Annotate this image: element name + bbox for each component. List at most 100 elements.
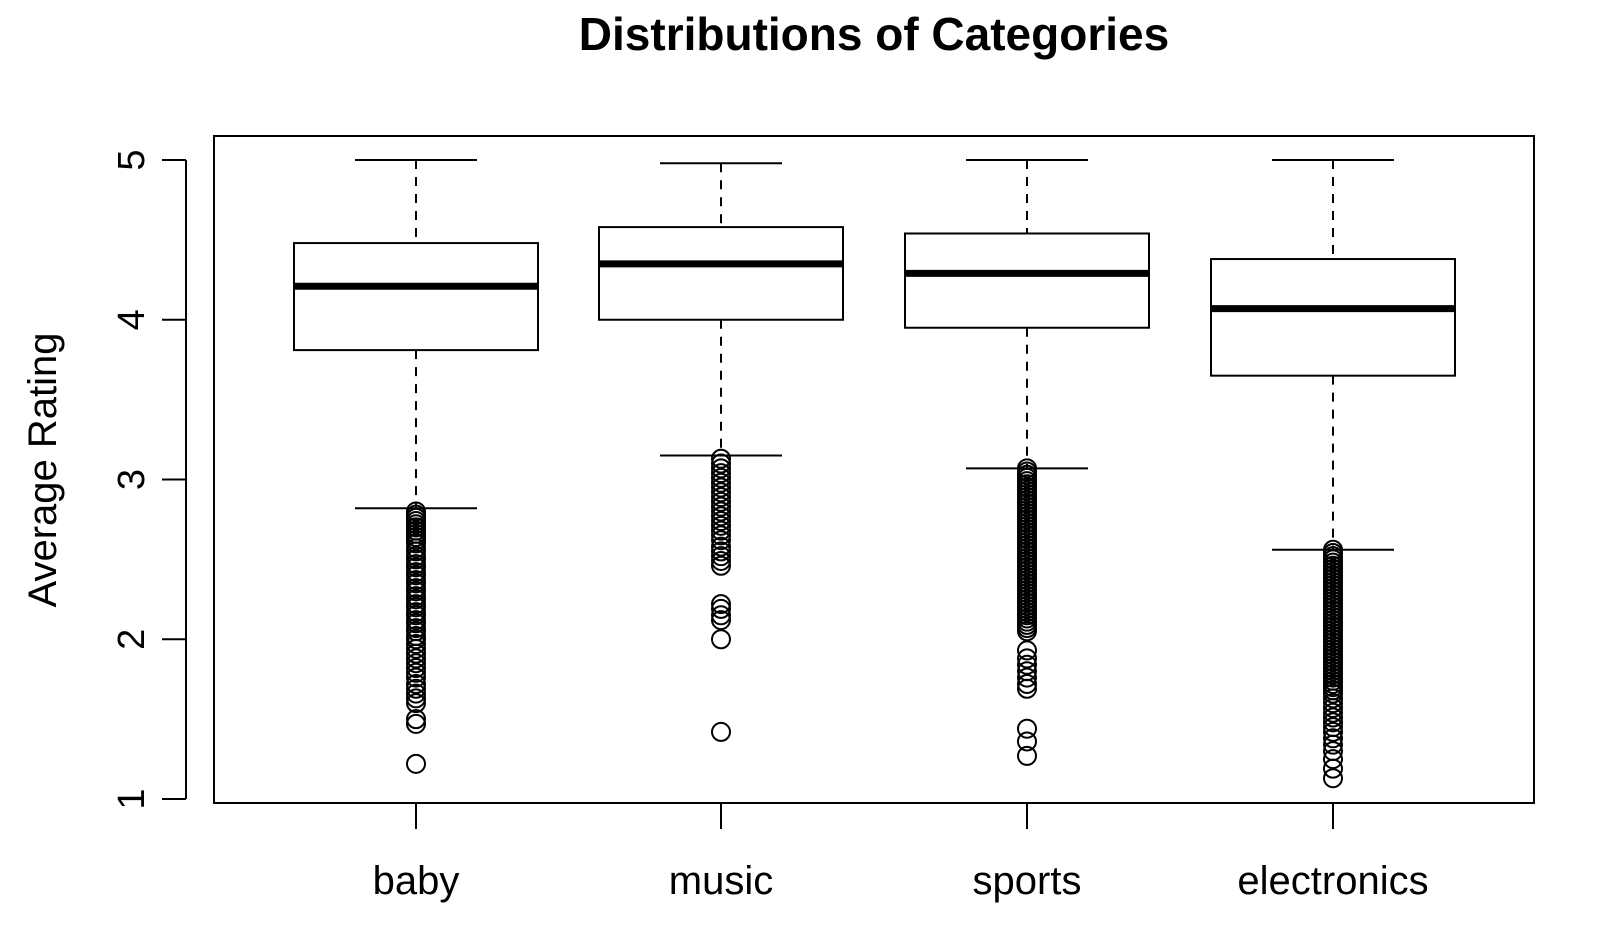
outlier-point xyxy=(406,709,426,730)
outlier-point xyxy=(406,673,426,694)
outlier-point xyxy=(406,678,426,699)
outlier-point xyxy=(406,605,426,626)
x-tick-label: sports xyxy=(973,859,1082,903)
outlier-point xyxy=(406,688,426,709)
outlier-point xyxy=(711,477,731,498)
outlier-point xyxy=(406,662,426,683)
outlier-point xyxy=(711,448,731,469)
outlier-point xyxy=(406,557,426,578)
box-series xyxy=(293,159,1456,789)
outlier-point xyxy=(406,638,426,659)
plot-area-frame xyxy=(213,135,1535,804)
iqr-box xyxy=(293,242,539,352)
chart-title: Distributions of Categories xyxy=(579,8,1169,60)
outlier-point xyxy=(711,546,731,567)
outlier-point xyxy=(406,613,426,634)
outlier-point xyxy=(1017,731,1037,752)
x-tick-label: baby xyxy=(373,859,460,903)
outlier-point xyxy=(1323,702,1343,723)
outlier-point xyxy=(406,693,426,714)
outlier-point xyxy=(1323,688,1343,709)
x-axis: baby music sports electronics xyxy=(373,803,1429,903)
outlier-point xyxy=(711,629,731,650)
outlier-point xyxy=(711,721,731,742)
outlier-point xyxy=(406,549,426,570)
outlier-point xyxy=(1323,728,1343,749)
outlier-point xyxy=(1017,667,1037,688)
outlier-point xyxy=(711,598,731,619)
outlier-point xyxy=(406,753,426,774)
outlier-point xyxy=(1323,734,1343,755)
outlier-point xyxy=(406,653,426,674)
outlier-point xyxy=(1323,758,1343,779)
outlier-point xyxy=(711,463,731,484)
outlier-point xyxy=(711,530,731,551)
outlier-point xyxy=(406,713,426,734)
outlier-point xyxy=(406,565,426,586)
outlier-point xyxy=(711,515,731,536)
outlier-point xyxy=(711,506,731,527)
outlier-point xyxy=(711,491,731,512)
outlier-point xyxy=(1323,749,1343,770)
outlier-point xyxy=(406,541,426,562)
outlier-point xyxy=(1017,673,1037,694)
outlier-point xyxy=(406,533,426,554)
outlier-point xyxy=(406,589,426,610)
iqr-box xyxy=(1210,258,1456,377)
outlier-point xyxy=(1323,693,1343,714)
outlier-point xyxy=(406,629,426,650)
outlier-point xyxy=(711,467,731,488)
box-electronics xyxy=(1210,159,1456,789)
outlier-point xyxy=(406,643,426,664)
outlier-point xyxy=(711,472,731,493)
outlier-point xyxy=(406,648,426,669)
outlier-point xyxy=(711,520,731,541)
outlier-point xyxy=(711,610,731,631)
outlier-point xyxy=(406,581,426,602)
iqr-box xyxy=(904,232,1150,329)
outlier-point xyxy=(711,555,731,576)
y-axis-label: Average Rating xyxy=(21,333,65,608)
iqr-box xyxy=(598,226,844,321)
outlier-point xyxy=(1017,678,1037,699)
box-music xyxy=(598,162,844,742)
outlier-point xyxy=(1323,712,1343,733)
outlier-point xyxy=(406,658,426,679)
outlier-point xyxy=(1323,697,1343,718)
outlier-point xyxy=(406,667,426,688)
y-tick-label: 2 xyxy=(111,629,153,650)
x-tick-label: electronics xyxy=(1237,859,1428,903)
outlier-point xyxy=(1017,745,1037,766)
outlier-point xyxy=(406,597,426,618)
outlier-point xyxy=(711,482,731,503)
outlier-point xyxy=(711,536,731,557)
y-tick-label: 5 xyxy=(111,149,153,170)
outlier-point xyxy=(711,550,731,571)
box-baby xyxy=(293,159,539,774)
outlier-point xyxy=(711,501,731,522)
outlier-point xyxy=(1323,683,1343,704)
y-tick-label: 4 xyxy=(111,309,153,330)
outlier-point xyxy=(711,605,731,626)
outlier-point xyxy=(711,496,731,517)
outlier-point xyxy=(1017,621,1037,642)
outlier-point xyxy=(1323,707,1343,728)
outlier-point xyxy=(711,525,731,546)
y-tick-label: 3 xyxy=(111,469,153,490)
outlier-point xyxy=(406,573,426,594)
box-sports xyxy=(904,159,1150,766)
outlier-point xyxy=(1017,648,1037,669)
x-tick-label: music xyxy=(669,859,773,903)
outlier-point xyxy=(1017,654,1037,675)
outlier-point xyxy=(711,511,731,532)
y-tick-label: 1 xyxy=(111,788,153,809)
outlier-point xyxy=(711,594,731,615)
outlier-point xyxy=(1323,721,1343,742)
outlier-point xyxy=(1017,640,1037,661)
outlier-point xyxy=(1017,718,1037,739)
outlier-point xyxy=(711,487,731,508)
outlier-point xyxy=(711,458,731,479)
outlier-point xyxy=(1323,768,1343,789)
y-axis: 1 2 3 4 5 xyxy=(111,149,187,810)
